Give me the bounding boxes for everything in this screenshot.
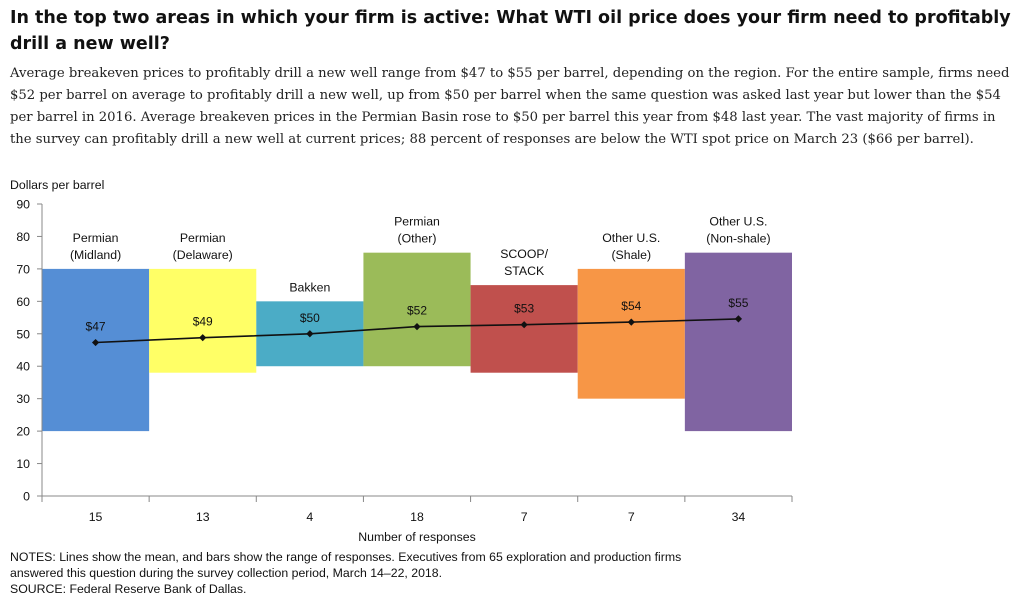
mean-marker: [199, 334, 207, 342]
category-label: Permian (Delaware): [173, 231, 233, 262]
range-bar: [42, 268, 150, 432]
chart-description: Average breakeven prices to profitably d…: [10, 66, 1010, 147]
y-tick-label: 20: [16, 425, 30, 439]
mean-value-label: $47: [86, 320, 106, 334]
y-tick-label: 10: [16, 457, 30, 471]
chart-notes: NOTES: Lines show the mean, and bars sho…: [10, 549, 810, 597]
page-title: In the top two areas in which your firm …: [10, 8, 1011, 54]
category-label: Bakken: [289, 280, 330, 294]
category-label: SCOOP/STACK: [500, 247, 548, 278]
y-tick-label: 70: [16, 262, 30, 276]
category-label-line: Other U.S.: [709, 215, 767, 229]
mean-marker: [413, 323, 421, 331]
y-tick-label: 80: [16, 230, 30, 244]
y-tick-label: 50: [16, 327, 30, 341]
mean-marker: [91, 338, 100, 347]
category-label-line: (Other): [398, 232, 437, 246]
category-label: Permian (Midland): [70, 231, 121, 262]
x-tick-label: 7: [628, 510, 635, 524]
notes-line-2: answered this question during the survey…: [10, 566, 443, 580]
category-label-line: Bakken: [289, 280, 330, 294]
mean-value-label: $50: [300, 311, 320, 325]
y-tick-label: 90: [16, 198, 30, 212]
y-axis-label: Dollars per barrel: [10, 178, 104, 192]
axes: 0 10 20 30 40 50 60 70 80 90 15 13 4 18 7 7 34: [16, 198, 793, 524]
category-label-line: (Shale): [611, 248, 651, 262]
mean-value-label: $53: [514, 302, 534, 316]
range-bar: [149, 268, 257, 373]
category-label-line: Other U.S.: [602, 231, 660, 245]
range-bar: [684, 252, 792, 432]
y-tick-label: 0: [23, 490, 30, 504]
x-tick-label: 7: [521, 510, 528, 524]
mean-marker: [627, 318, 635, 326]
y-tick-label: 30: [16, 392, 30, 406]
range-bars: [42, 252, 792, 432]
category-label: Other U.S. (Shale): [602, 231, 660, 262]
x-tick-label: 18: [410, 510, 424, 524]
category-label-line: SCOOP/: [500, 247, 548, 261]
mean-value-label: $52: [407, 304, 427, 318]
category-label-line: STACK: [504, 264, 545, 278]
category-label: Other U.S. (Non-shale): [706, 215, 770, 246]
data-labels: $47 Permian (Midland) $49 Permian (Delaware) $…: [70, 215, 771, 334]
mean-value-label: $54: [621, 299, 641, 313]
mean-marker: [306, 330, 314, 338]
x-tick-label: 13: [196, 510, 210, 524]
x-tick-label: 4: [306, 510, 313, 524]
x-axis-label: Number of responses: [358, 530, 476, 544]
x-tick-label: 34: [732, 510, 746, 524]
source-line: SOURCE: Federal Reserve Bank of Dallas.: [10, 582, 247, 596]
range-bar: [363, 252, 471, 367]
range-bar: [470, 285, 578, 373]
category-label-line: (Delaware): [173, 248, 233, 262]
mean-value-label: $55: [728, 296, 748, 310]
category-label: Permian (Other): [394, 215, 440, 246]
mean-value-label: $49: [193, 315, 213, 329]
category-label-line: Permian: [180, 231, 226, 245]
mean-marker: [734, 315, 743, 323]
category-label-line: Permian: [73, 231, 119, 245]
category-label-line: (Midland): [70, 248, 121, 262]
notes-line-1: NOTES: Lines show the mean, and bars sho…: [10, 550, 682, 564]
x-tick-label: 15: [89, 510, 103, 524]
category-label-line: (Non-shale): [706, 232, 770, 246]
y-tick-label: 60: [16, 295, 30, 309]
breakeven-price-chart: Dollars per barrel 0 10 20 30 40 50 60 70 80 90 15…: [10, 178, 793, 544]
category-label-line: Permian: [394, 215, 440, 229]
mean-line-group: [91, 315, 743, 347]
y-tick-label: 40: [16, 360, 30, 374]
range-bar: [577, 268, 685, 399]
mean-marker: [520, 321, 528, 329]
